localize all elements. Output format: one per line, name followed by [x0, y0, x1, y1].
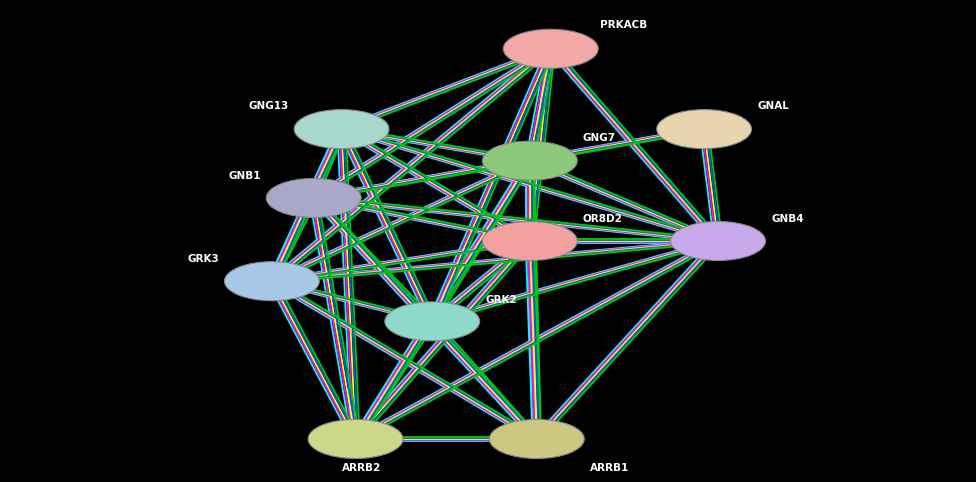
Text: GNB4: GNB4: [771, 214, 803, 224]
Circle shape: [482, 222, 577, 260]
Text: GNB1: GNB1: [228, 171, 261, 181]
Text: OR8D2: OR8D2: [583, 214, 623, 224]
Circle shape: [671, 222, 765, 260]
Circle shape: [308, 419, 403, 458]
Circle shape: [504, 29, 598, 68]
Circle shape: [482, 141, 577, 180]
Text: ARRB2: ARRB2: [342, 463, 381, 473]
Text: GNG7: GNG7: [583, 133, 616, 143]
Circle shape: [489, 419, 585, 458]
Text: GNG13: GNG13: [248, 101, 289, 111]
Text: ARRB1: ARRB1: [590, 463, 630, 473]
Text: GNAL: GNAL: [757, 101, 789, 111]
Circle shape: [224, 262, 319, 301]
Text: GRK3: GRK3: [187, 254, 219, 264]
Text: PRKACB: PRKACB: [599, 20, 647, 30]
Circle shape: [294, 109, 389, 148]
Text: GRK2: GRK2: [485, 295, 517, 305]
Circle shape: [657, 109, 752, 148]
Circle shape: [266, 178, 361, 217]
Circle shape: [385, 302, 479, 341]
